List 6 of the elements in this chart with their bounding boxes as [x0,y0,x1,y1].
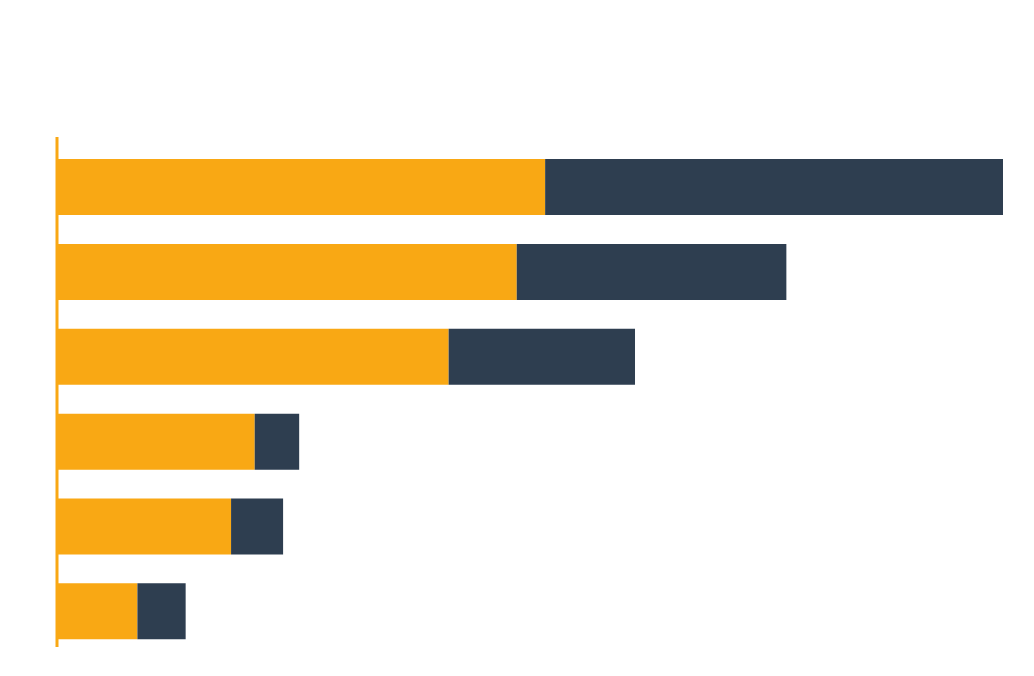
bar [254,413,300,470]
bar [545,159,1003,216]
bar [516,243,787,300]
bar [448,328,636,385]
bar [137,583,186,640]
bar [231,498,284,555]
